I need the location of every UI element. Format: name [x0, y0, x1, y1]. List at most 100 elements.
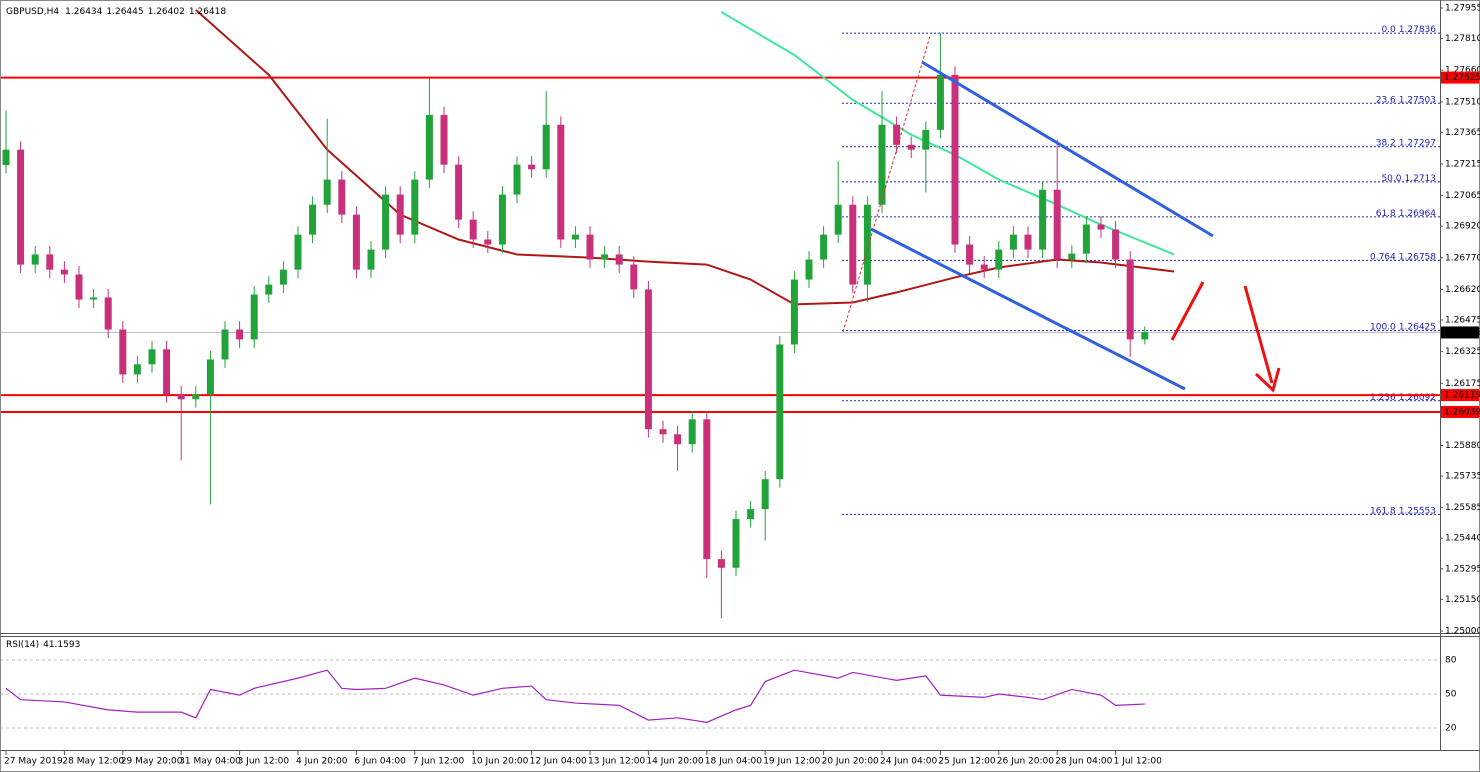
x-tick-label: 13 Jun 12:00 [588, 757, 645, 767]
candle-body [1097, 224, 1105, 230]
y-tick-label: 1.25440 [1445, 534, 1480, 544]
fib-label: 61.8 1.26964 [1376, 208, 1437, 218]
candle-body [542, 124, 550, 170]
y-tick-label: 1.26770 [1445, 253, 1480, 263]
fib-label: 161.8 1.25553 [1370, 506, 1436, 516]
y-tick-label: 1.26325 [1445, 347, 1480, 357]
candle-body [615, 254, 623, 265]
candle-body [133, 364, 141, 375]
fib-price-text: 1.27503 [1399, 95, 1436, 105]
x-tick-label: 27 May 2019 [4, 757, 63, 767]
candle-body [1126, 259, 1134, 340]
fib-label: 0.0 1.27836 [1381, 25, 1436, 35]
fib-price-text: 1.26092 [1399, 392, 1436, 402]
candle-body [279, 269, 287, 285]
fib-label: 38.2 1.27297 [1376, 138, 1436, 148]
candle-body [309, 204, 317, 235]
x-tick-label: 12 Jun 04:00 [530, 757, 587, 767]
channel-upper [921, 60, 1214, 238]
fib-price-text: 1.2713 [1405, 173, 1437, 183]
candle-body [396, 194, 404, 235]
fib-label: 1.236 1.26092 [1370, 392, 1436, 402]
fib-level-text: 0.764 [1370, 252, 1396, 262]
candle-body [703, 419, 711, 560]
candle-body [236, 329, 244, 340]
candle-body [732, 519, 740, 568]
candle-body [294, 234, 302, 270]
candle-body [2, 149, 10, 166]
candle-body [440, 114, 448, 165]
candle-body [834, 204, 842, 235]
fib-price-text: 1.27836 [1399, 25, 1436, 35]
rsi-label: RSI(14) [6, 640, 39, 650]
arrow-down-head [1254, 367, 1281, 393]
x-tick-label: 26 Jun 20:00 [997, 757, 1054, 767]
x-tick-label: 20 Jun 20:00 [822, 757, 879, 767]
candle-body [761, 479, 769, 510]
current-price-box [1441, 326, 1479, 339]
quote-close: 1.26418 [189, 7, 226, 17]
price-panel: 0.0 1.27836 23.6 1.27503 38.2 1.27297 50.0 1.27… [1, 9, 1440, 619]
y-tick-label: 1.26920 [1445, 222, 1480, 232]
x-tick-label: 28 Jun 04:00 [1055, 757, 1112, 767]
hline-price-label: 1.26119 [1444, 391, 1480, 401]
candle-body [484, 239, 492, 245]
symbol: GBPUSD,H4 [6, 7, 59, 17]
x-tick-label: 6 Jun 04:00 [354, 757, 406, 767]
candle-body [586, 234, 594, 260]
fib-level-text: 61.8 [1376, 208, 1396, 218]
fib-label: 0.764 1.26758 [1370, 252, 1436, 262]
fib-level-text: 100.0 [1370, 322, 1396, 332]
rsi-value: 41.1593 [43, 640, 80, 650]
y-tick-label: 1.27660 [1445, 66, 1480, 76]
candle-body [1141, 332, 1149, 340]
y-tick-label: 1.26620 [1445, 285, 1480, 295]
quote-high: 1.26445 [106, 7, 143, 17]
candle-body [863, 204, 871, 285]
candle-body [820, 234, 828, 260]
fib-price-text: 1.27297 [1399, 138, 1436, 148]
candle-body [688, 419, 696, 445]
candle-body [352, 214, 360, 270]
candle-body [893, 124, 901, 145]
candle-body [951, 74, 959, 245]
candle-body [528, 164, 536, 170]
candle-body [90, 297, 98, 300]
candle-body [17, 149, 25, 265]
y-tick-label: 1.27955 [1445, 4, 1480, 14]
x-tick-label: 1 Jul 12:00 [1114, 757, 1163, 767]
arrow-up [1170, 281, 1205, 341]
candle-body [966, 244, 974, 265]
quote-open: 1.26434 [65, 7, 102, 17]
candle-body [425, 114, 433, 180]
candle-body [75, 274, 83, 300]
candle-body [177, 394, 185, 400]
candle-body [469, 219, 477, 240]
candle-body [1009, 234, 1017, 250]
candle-body [849, 204, 857, 285]
fib-level-text: 38.2 [1376, 138, 1396, 148]
x-tick-label: 3 Jun 12:00 [238, 757, 290, 767]
candle-body [1039, 189, 1047, 250]
candle-body [1024, 234, 1032, 250]
fib-trendline [842, 35, 931, 333]
candle-body [455, 164, 463, 220]
rsi-panel [1, 659, 1440, 729]
candle-body [367, 249, 375, 270]
fib-level-text: 1.236 [1370, 392, 1396, 402]
candle-body [250, 294, 258, 340]
fib-level-text: 50.0 [1381, 173, 1401, 183]
y-tick-label: 1.25150 [1445, 595, 1480, 605]
quote-low: 1.26402 [148, 7, 185, 17]
x-tick-label: 28 May 12:00 [62, 757, 124, 767]
candle-body [601, 254, 609, 260]
y-tick-label: 1.26475 [1445, 316, 1480, 326]
y-tick-label: 1.25000 [1445, 627, 1480, 637]
fib-level-text: 23.6 [1376, 95, 1396, 105]
candle-body [805, 259, 813, 280]
x-tick-label: 14 Jun 20:00 [646, 757, 703, 767]
x-tick-label: 19 Jun 12:00 [763, 757, 820, 767]
y-tick-label: 1.27810 [1445, 34, 1480, 44]
candle-body [571, 234, 579, 240]
